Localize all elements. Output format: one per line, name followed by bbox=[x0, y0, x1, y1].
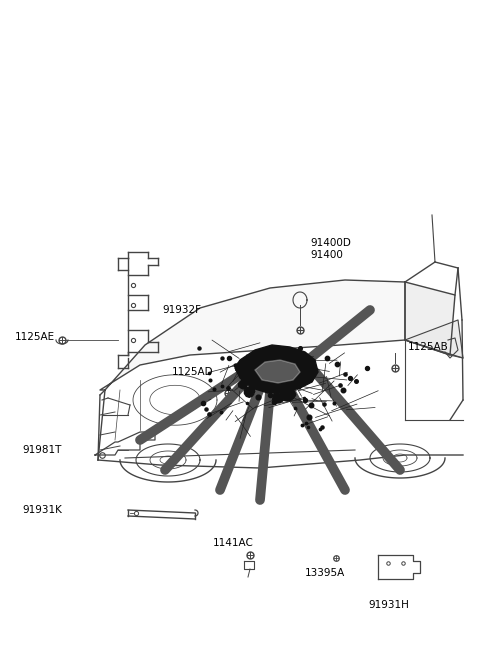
Polygon shape bbox=[273, 392, 284, 403]
Polygon shape bbox=[244, 386, 255, 398]
Text: 1125AB: 1125AB bbox=[408, 342, 449, 352]
Polygon shape bbox=[405, 282, 455, 355]
Text: 1125AE: 1125AE bbox=[15, 332, 55, 342]
Polygon shape bbox=[100, 280, 405, 390]
Polygon shape bbox=[257, 356, 270, 367]
Polygon shape bbox=[250, 361, 266, 376]
Polygon shape bbox=[405, 320, 463, 358]
Text: 91932F: 91932F bbox=[162, 305, 201, 315]
Text: 1125AD: 1125AD bbox=[172, 367, 214, 377]
Text: 91931K: 91931K bbox=[22, 505, 62, 515]
Text: 91400D
91400: 91400D 91400 bbox=[310, 238, 351, 259]
Polygon shape bbox=[288, 365, 299, 379]
Polygon shape bbox=[280, 388, 296, 401]
Polygon shape bbox=[255, 360, 300, 383]
Polygon shape bbox=[239, 380, 247, 389]
Polygon shape bbox=[293, 381, 303, 389]
Text: 91931H: 91931H bbox=[368, 600, 409, 610]
Polygon shape bbox=[235, 345, 318, 393]
Text: 1141AC: 1141AC bbox=[213, 538, 254, 548]
Text: 13395A: 13395A bbox=[305, 568, 345, 578]
Text: 91981T: 91981T bbox=[22, 445, 61, 455]
